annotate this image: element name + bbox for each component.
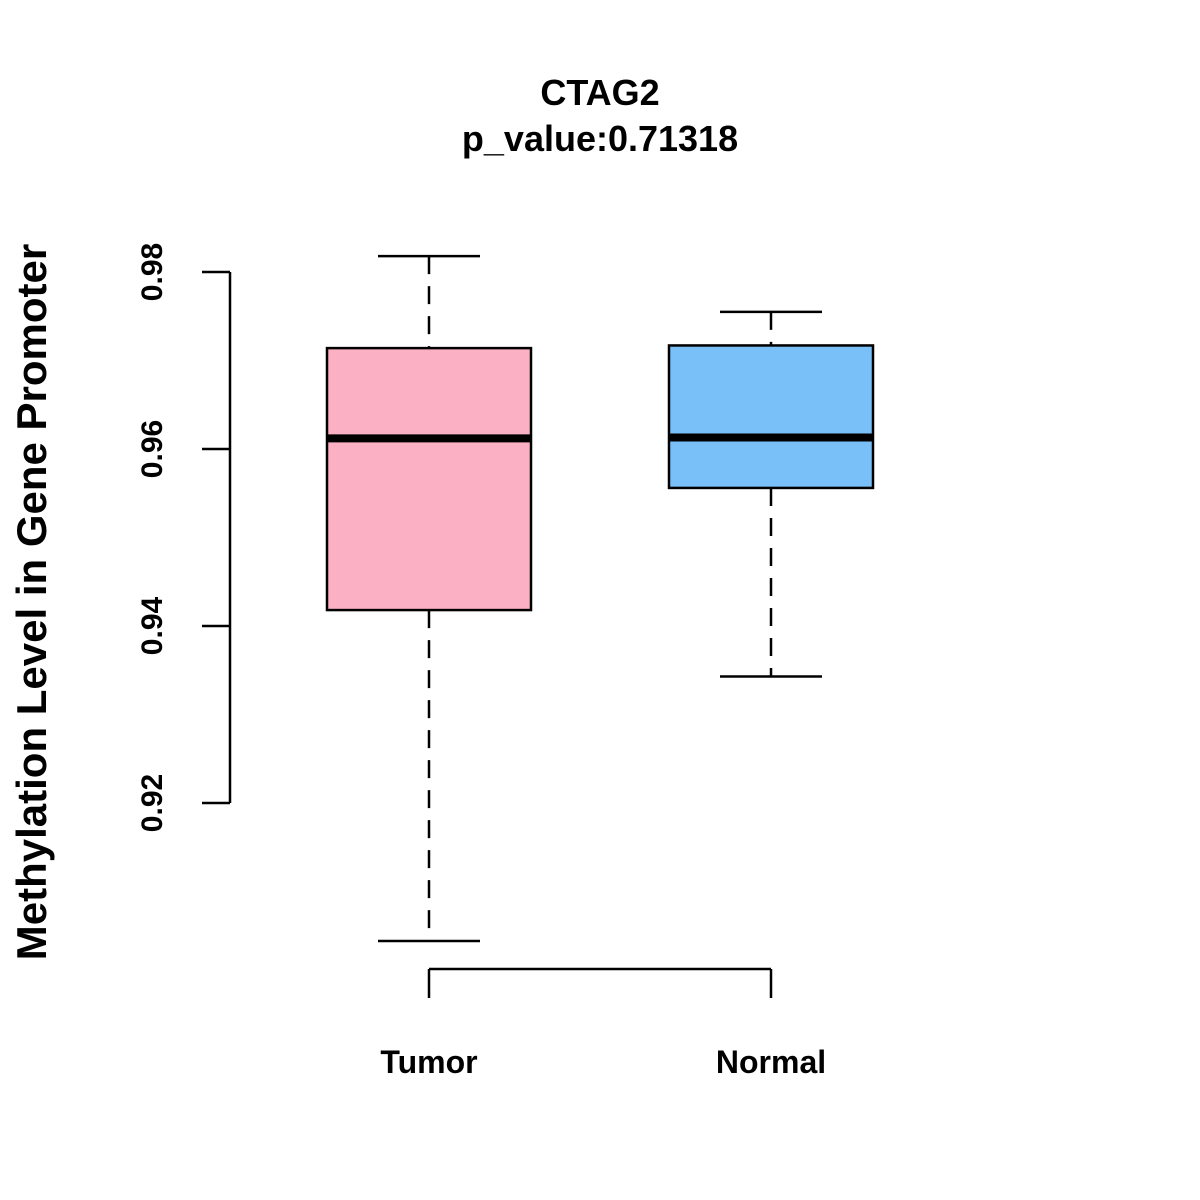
box-normal [667, 310, 875, 678]
boxes-layer [325, 254, 875, 943]
chart-subtitle: p_value:0.71318 [462, 118, 738, 159]
x-tick-label-tumor: Tumor [380, 1044, 477, 1080]
y-axis-label: Methylation Level in Gene Promoter [8, 244, 55, 960]
iqr-box [325, 346, 533, 612]
y-tick-label: 0.94 [136, 596, 169, 655]
y-tick-label: 0.98 [136, 243, 169, 301]
y-tick-label: 0.96 [136, 420, 169, 478]
chart-title: CTAG2 [540, 72, 659, 113]
y-tick-label: 0.92 [136, 774, 169, 832]
x-tick-label-normal: Normal [716, 1044, 826, 1080]
box-tumor [325, 254, 533, 943]
y-axis: 0.92 0.94 0.96 0.98 [136, 243, 232, 832]
iqr-box [667, 344, 875, 490]
x-axis: Tumor Normal [380, 967, 826, 1080]
